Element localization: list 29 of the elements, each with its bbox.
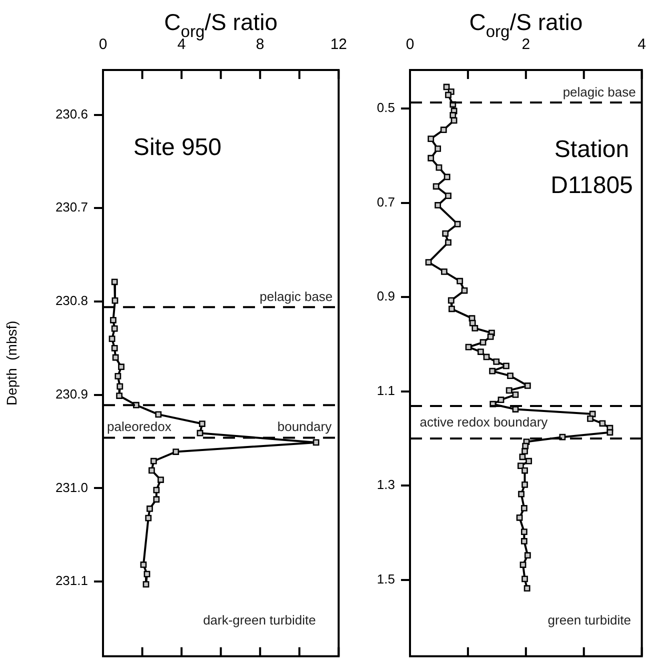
- y-tick-label: 1.1: [376, 382, 395, 398]
- annotation: green turbidite: [548, 612, 631, 628]
- y-tick-label: 230.7: [55, 200, 88, 215]
- y-tick-label: 230.9: [55, 386, 88, 402]
- y-tick-label: 1.3: [376, 477, 395, 492]
- annotation: boundary: [277, 419, 332, 434]
- x-tick-label: 0: [406, 36, 414, 54]
- annotation: active redox boundary: [420, 414, 548, 430]
- y-tick-label: 231.0: [55, 480, 88, 495]
- y-tick-label: 0.9: [376, 288, 395, 304]
- x-tick-label: 0: [98, 36, 108, 54]
- annotation: Station D11805: [550, 136, 633, 199]
- x-tick-label: 8: [256, 36, 264, 54]
- y-tick-label: 230.8: [55, 293, 88, 308]
- y-tick-label: 231.1: [55, 573, 88, 588]
- x-tick-label: 2: [522, 36, 530, 54]
- annotation: Site 950: [133, 134, 222, 162]
- y-tick-label: 0.7: [376, 194, 395, 210]
- y-axis-title: Depth (mbsf): [3, 320, 20, 406]
- y-tick-label: 230.6: [55, 106, 88, 122]
- x-tick-label: 4: [177, 36, 186, 54]
- annotation: dark-green turbidite: [203, 612, 316, 628]
- annotation: paleoredox: [107, 419, 172, 434]
- ref-line-label: pelagic base: [562, 84, 636, 100]
- x-tick-label: 4: [638, 36, 646, 54]
- y-tick-label: 0.5: [376, 100, 395, 116]
- y-tick-label: 1.5: [376, 571, 395, 586]
- x-tick-label: 12: [330, 36, 347, 54]
- ref-line-label: pelagic base: [260, 289, 333, 304]
